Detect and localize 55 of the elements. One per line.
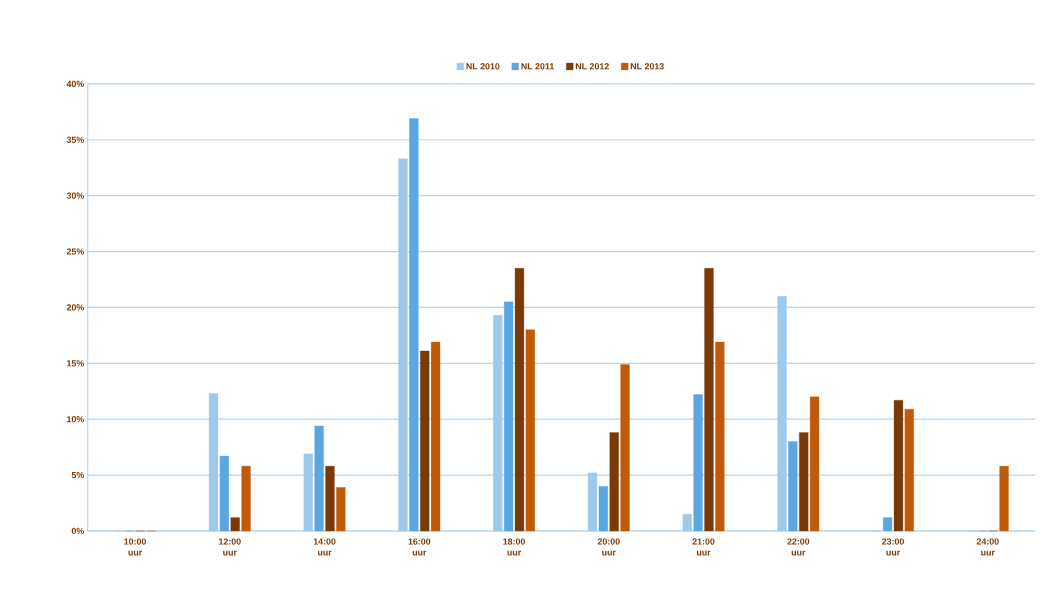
bar [587,472,598,532]
bar [241,465,251,532]
x-tick-label: 10:00 uur [124,538,147,556]
bar [303,453,313,532]
bar [788,441,798,532]
bar [525,329,535,532]
bar [598,486,608,532]
bar [219,455,229,532]
bar [704,268,714,532]
bar [208,393,219,532]
x-tick-label: 14:00 uur [313,538,336,556]
y-tick-label: 40% [66,80,84,87]
bar [809,396,820,532]
y-tick-label: 20% [66,304,84,311]
bar [409,118,419,532]
y-tick-label: 35% [66,136,84,143]
legend-label: NL 2010 [466,63,500,70]
bar [799,432,809,532]
x-tick-label: 16:00 uur [408,538,431,556]
x-tick-label: 18:00 uur [503,538,525,556]
bar [325,465,335,532]
legend-label: NL 2011 [521,63,555,70]
bar [336,487,346,532]
x-tick-label: 24:00 uur [976,538,999,556]
bar [230,517,240,532]
x-tick-label: 20:00 uur [597,538,620,556]
bar [893,400,904,532]
bar [514,268,525,532]
legend-label: NL 2012 [575,63,609,70]
x-tick-label: 12:00 uur [219,538,241,556]
bar [682,514,692,532]
y-tick-label: 30% [66,192,84,199]
bar [999,465,1009,532]
bar [420,350,430,532]
bar [609,432,619,532]
y-tick-label: 10% [67,416,84,423]
bar [904,408,914,532]
y-tick-label: 25% [66,248,84,255]
bar [777,296,787,532]
bar [504,301,514,532]
y-tick-label: 15% [67,360,84,367]
bar [430,341,441,532]
bar [314,425,324,532]
bar [493,315,503,532]
bar [693,394,703,532]
bar [620,364,630,532]
x-tick-label: 22:00 uur [787,538,810,556]
bar [398,158,408,532]
y-tick-label: 5% [71,471,84,479]
y-tick-label: 0% [71,527,84,535]
bar [883,517,893,532]
x-tick-label: 23:00 uur [882,538,904,556]
legend-label: NL 2013 [630,63,664,70]
x-tick-label: 21:00 uur [692,538,715,556]
bar [715,341,725,532]
